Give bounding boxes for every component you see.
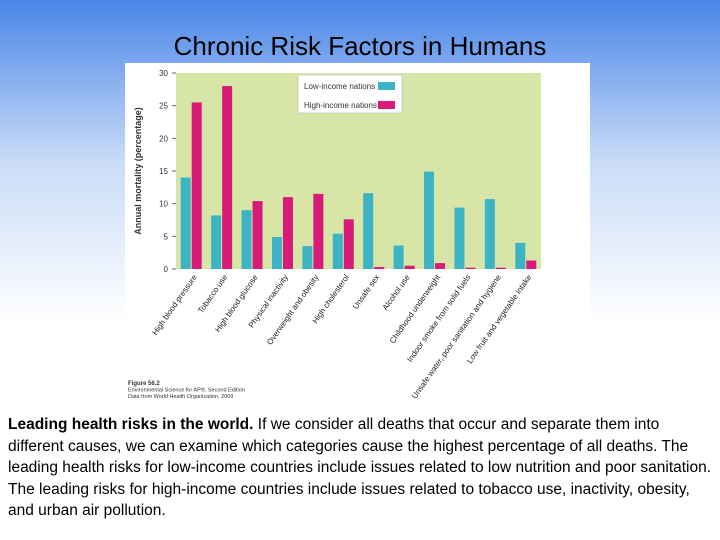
legend-label: Low-income nations — [304, 82, 375, 91]
y-tick-label: 20 — [159, 134, 168, 143]
figure-note: Figure 56.2 — [128, 381, 160, 387]
bar — [435, 263, 446, 269]
bar — [332, 233, 343, 269]
figure-note: Environmental Science for AP®, Second Ed… — [128, 387, 245, 394]
y-tick-label: 25 — [159, 102, 168, 111]
y-tick-label: 15 — [159, 167, 168, 176]
slide-title: Chronic Risk Factors in Humans — [174, 31, 547, 61]
caption: Leading health risks in the world. If we… — [8, 414, 714, 522]
legend-label: High-income nations — [304, 101, 377, 110]
bar — [495, 267, 506, 269]
bar — [424, 171, 435, 269]
bar — [343, 219, 354, 269]
y-tick-label: 30 — [159, 69, 168, 78]
bar — [191, 102, 202, 270]
bar — [465, 267, 476, 269]
bar — [241, 210, 252, 269]
bar — [282, 197, 293, 269]
bar — [211, 215, 222, 269]
legend-swatch — [378, 82, 395, 90]
y-axis-label: Annual mortality (percentage) — [133, 107, 143, 235]
bar — [454, 207, 465, 269]
bar — [363, 193, 374, 269]
figure-note: Data from World Health Organization, 200… — [128, 394, 233, 400]
y-tick-label: 10 — [159, 200, 168, 209]
chart: Chronic Risk Factors in Humans Annual mo… — [128, 31, 547, 401]
bar — [404, 265, 415, 269]
bar — [484, 199, 495, 269]
y-tick-label: 5 — [164, 232, 169, 241]
legend-swatch — [378, 101, 395, 109]
bar — [222, 86, 233, 269]
bar — [313, 193, 324, 269]
caption-body: If we consider all deaths that occur and… — [8, 416, 712, 519]
bar — [393, 245, 404, 269]
bar — [271, 236, 282, 269]
y-tick-label: 0 — [164, 265, 169, 274]
bar — [252, 201, 263, 269]
bar — [515, 242, 526, 269]
bar — [180, 177, 191, 269]
caption-lead: Leading health risks in the world. — [8, 416, 254, 433]
bar — [374, 267, 385, 269]
bar — [526, 260, 537, 269]
bar — [302, 246, 313, 269]
